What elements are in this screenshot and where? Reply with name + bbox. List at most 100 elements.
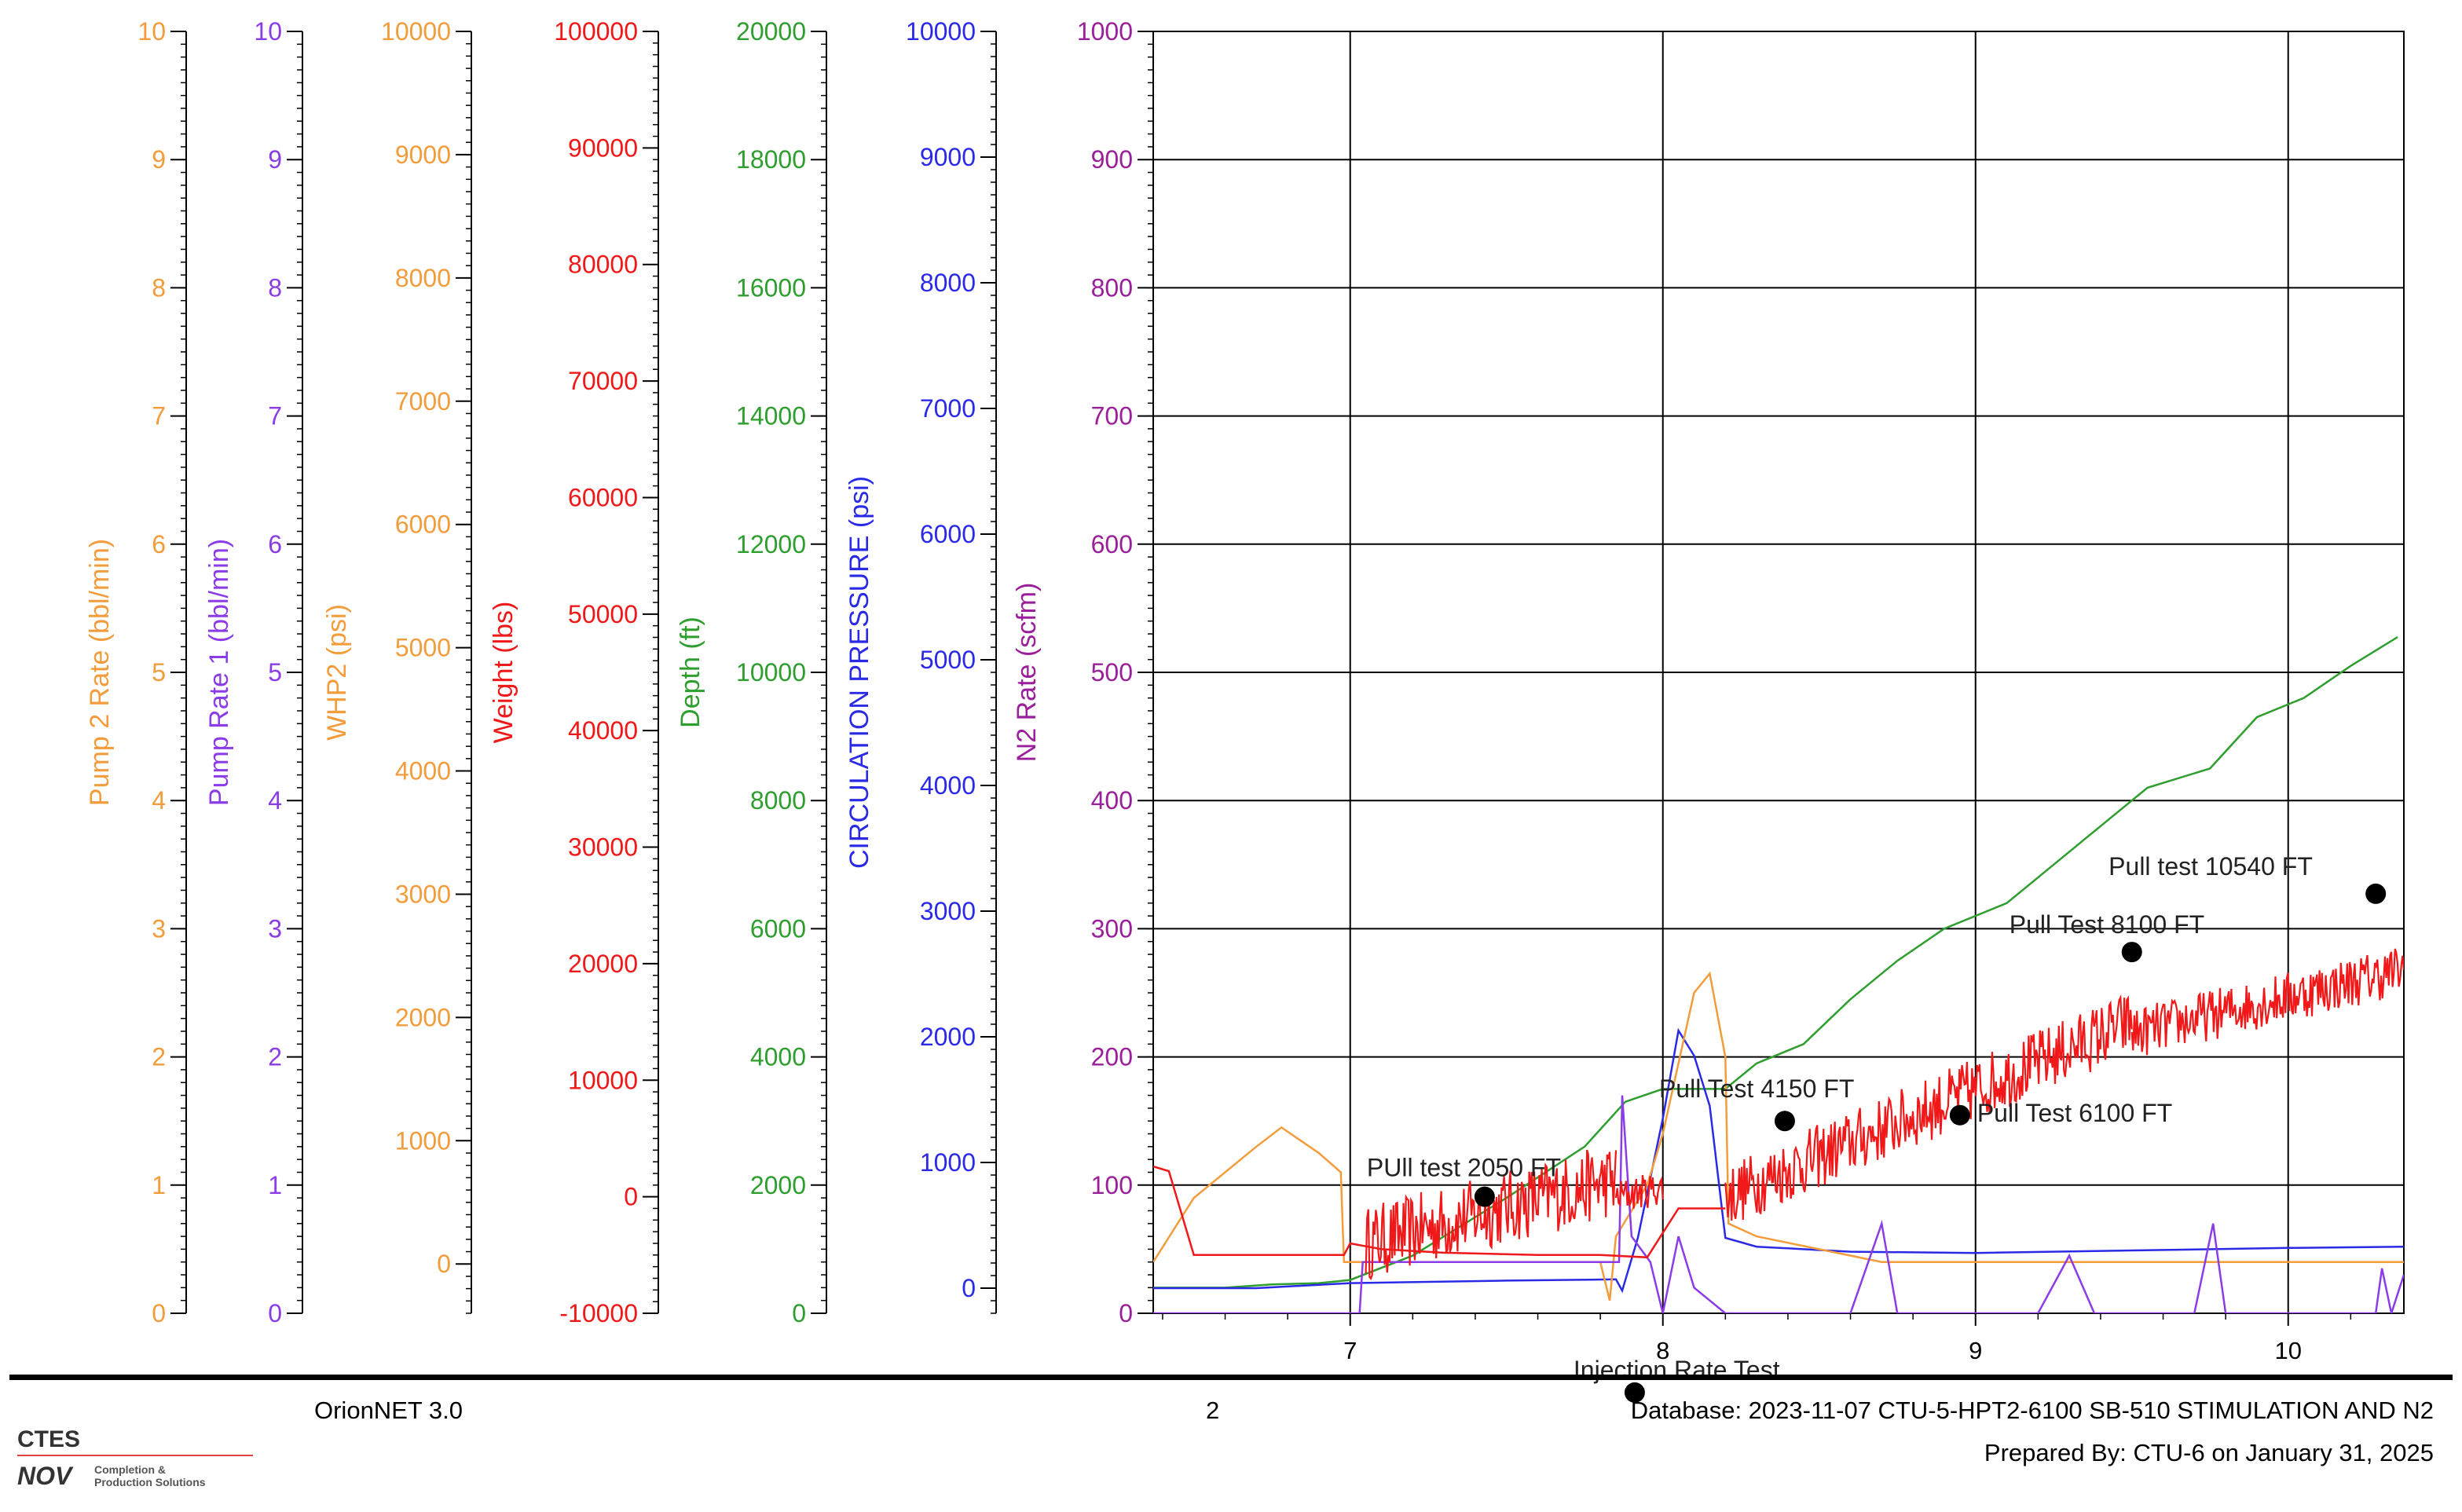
y-tick-label-circ: 10000 [906, 17, 976, 46]
y-tick-label-pump2: 6 [152, 530, 166, 558]
pull-test-marker [2121, 942, 2142, 963]
y-tick-label-weight: 90000 [568, 134, 638, 162]
database-label: Database: 2023-11-07 CTU-5-HPT2-6100 SB-… [1630, 1397, 2434, 1424]
y-tick-label-n2: 400 [1091, 786, 1133, 815]
series-line-circ-1 [1153, 1027, 2404, 1294]
y-tick-label-pump2: 9 [152, 145, 166, 174]
y-tick-label-depth: 18000 [736, 145, 806, 174]
y-tick-label-n2: 1000 [1077, 17, 1133, 46]
y-tick-label-pump1: 4 [268, 786, 282, 815]
x-tick-label: 8 [1656, 1337, 1669, 1364]
y-tick-label-weight: -10000 [559, 1299, 638, 1327]
marker-label: PUll test 2050 FT [1367, 1154, 1561, 1182]
y-tick-label-depth: 4000 [750, 1043, 806, 1071]
y-tick-label-whp2: 6000 [395, 511, 451, 539]
y-tick-label-pump2: 1 [152, 1171, 166, 1199]
y-tick-label-n2: 700 [1091, 402, 1133, 430]
y-tick-label-whp2: 9000 [395, 141, 451, 169]
y-tick-label-depth: 14000 [736, 402, 806, 430]
series-line-pump2-2 [1153, 971, 2404, 1301]
y-tick-label-whp2: 7000 [395, 387, 451, 416]
logo-tagline-1: Completion & [94, 1463, 166, 1476]
y-tick-label-circ: 8000 [920, 269, 976, 297]
y-tick-label-depth: 0 [792, 1299, 806, 1327]
y-tick-label-n2: 900 [1091, 145, 1133, 174]
y-tick-label-pump2: 10 [137, 17, 166, 46]
y-tick-label-circ: 7000 [920, 394, 976, 423]
marker-label: Pull Test 4150 FT [1659, 1075, 1854, 1103]
y-tick-label-pump1: 2 [268, 1043, 282, 1071]
x-tick-label: 7 [1343, 1337, 1357, 1364]
y-tick-label-depth: 2000 [750, 1171, 806, 1199]
y-axis-label-whp2: WHP2 (psi) [322, 604, 352, 741]
y-tick-label-pump1: 10 [254, 17, 282, 46]
series-noisy-weight-3 [2130, 948, 2404, 1056]
y-tick-label-n2: 300 [1091, 914, 1133, 943]
y-tick-label-circ: 5000 [920, 646, 976, 674]
y-tick-label-weight: 30000 [568, 833, 638, 862]
y-tick-label-pump1: 7 [268, 402, 282, 430]
y-tick-label-n2: 500 [1091, 658, 1133, 686]
marker-label: Pull Test 8100 FT [2010, 910, 2204, 939]
y-tick-label-pump1: 1 [268, 1171, 282, 1199]
y-tick-label-pump2: 8 [152, 273, 166, 302]
logo-tagline-2: Production Solutions [94, 1476, 206, 1488]
page-number: 2 [1206, 1397, 1220, 1424]
marker-label: Pull Test 6100 FT [1977, 1099, 2172, 1127]
y-tick-label-depth: 12000 [736, 530, 806, 558]
series-noisy-weight-1 [1614, 1174, 1664, 1209]
y-tick-label-whp2: 4000 [395, 757, 451, 785]
x-tick-label: 9 [1969, 1337, 1982, 1364]
y-tick-label-weight: 10000 [568, 1066, 638, 1094]
company-logo: CTES NOV Completion & Production Solutio… [17, 1426, 253, 1490]
y-tick-label-weight: 100000 [554, 17, 638, 46]
pull-test-marker [1774, 1111, 1795, 1132]
y-tick-label-depth: 10000 [736, 658, 806, 686]
series-line-depth-0 [1153, 636, 2398, 1289]
y-tick-label-n2: 800 [1091, 273, 1133, 302]
y-tick-label-depth: 20000 [736, 17, 806, 46]
pull-test-marker [1949, 1104, 1970, 1126]
y-tick-label-pump1: 5 [268, 658, 282, 686]
logo-company: CTES [17, 1426, 80, 1452]
y-tick-label-circ: 1000 [920, 1148, 976, 1177]
y-tick-label-pump1: 6 [268, 530, 282, 558]
y-tick-label-weight: 70000 [568, 367, 638, 395]
y-axis-label-depth: Depth (ft) [676, 617, 705, 728]
y-tick-label-weight: 40000 [568, 716, 638, 745]
y-tick-label-weight: 80000 [568, 251, 638, 279]
y-tick-label-weight: 0 [624, 1183, 638, 1211]
y-axis-label-pump2: Pump 2 Rate (bbl/min) [85, 539, 115, 806]
y-tick-label-pump1: 9 [268, 145, 282, 174]
y-tick-label-whp2: 1000 [395, 1126, 451, 1155]
pull-test-marker [1474, 1186, 1495, 1207]
y-axis-label-weight: Weight (lbs) [489, 602, 518, 744]
pull-test-marker [2365, 883, 2387, 904]
y-axis-label-circ: CIRCULATION PRESSURE (psi) [844, 476, 874, 869]
y-tick-label-pump1: 0 [268, 1299, 282, 1327]
series-line-n2-3 [1153, 1095, 2404, 1313]
y-tick-label-n2: 200 [1091, 1043, 1133, 1071]
y-tick-label-weight: 20000 [568, 950, 638, 978]
y-tick-label-n2: 0 [1119, 1299, 1133, 1327]
y-axis-label-pump1: Pump Rate 1 (bbl/min) [204, 539, 234, 806]
y-tick-label-circ: 0 [962, 1274, 976, 1302]
y-tick-label-whp2: 5000 [395, 634, 451, 662]
y-tick-label-pump2: 0 [152, 1299, 166, 1327]
x-tick-label: 10 [2274, 1337, 2301, 1364]
prepared-by-label: Prepared By: CTU-6 on January 31, 2025 [1984, 1439, 2434, 1466]
y-tick-label-weight: 50000 [568, 600, 638, 628]
logo-divider [17, 1455, 253, 1456]
y-axis-label-n2: N2 Rate (scfm) [1012, 583, 1042, 763]
y-tick-label-circ: 3000 [920, 897, 976, 925]
series-noisy-weight-2 [1724, 994, 2133, 1221]
y-tick-label-depth: 16000 [736, 273, 806, 302]
y-tick-label-pump1: 8 [268, 273, 282, 302]
y-tick-label-whp2: 0 [437, 1250, 451, 1278]
logo-brand: NOV [17, 1462, 74, 1490]
y-tick-label-circ: 6000 [920, 520, 976, 548]
y-tick-label-whp2: 2000 [395, 1003, 451, 1031]
y-tick-label-circ: 4000 [920, 771, 976, 800]
